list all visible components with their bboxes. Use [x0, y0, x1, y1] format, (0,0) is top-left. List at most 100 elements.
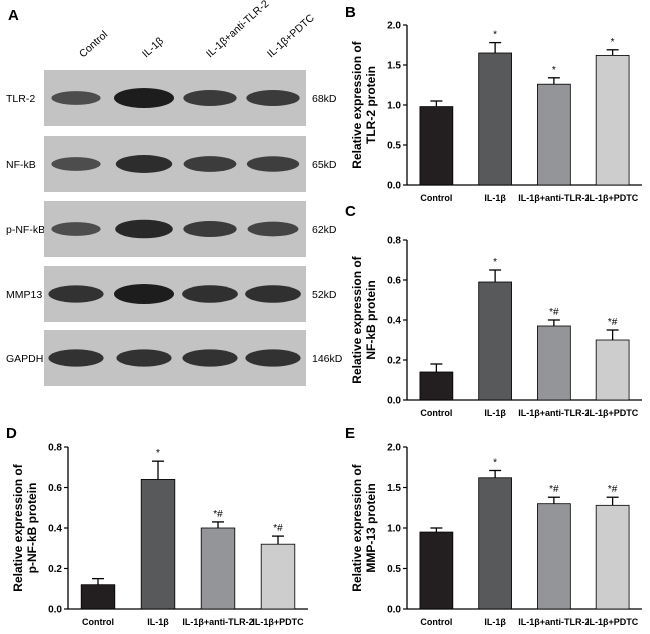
y-tick-label: 0.8	[48, 443, 62, 454]
protein-band	[246, 89, 300, 107]
x-tick-label: Control	[420, 408, 452, 418]
molecular-weight-label: 65kD	[312, 159, 337, 171]
x-tick-label: IL-1β	[147, 617, 169, 627]
significance-marker: *	[493, 257, 497, 268]
y-tick-label: 0.6	[48, 483, 62, 494]
y-axis-label-line: Relative expression of	[350, 255, 364, 383]
y-tick-label: 0.0	[387, 396, 401, 407]
x-tick-label: IL-1β	[484, 408, 506, 418]
bar	[140, 478, 176, 610]
bar	[595, 339, 630, 401]
blot-row: p-NF-kB 62kD	[6, 201, 337, 257]
y-axis-label-line: TLR-2 protein	[364, 66, 378, 144]
x-tick-label: IL-1β+PDTC	[252, 617, 304, 627]
protein-band	[114, 284, 174, 304]
bar	[80, 584, 116, 610]
protein-band	[246, 156, 300, 172]
lane-labels: Control IL-1β IL-1β+anti-TLR-2IL-1β+PDTC	[77, 0, 317, 60]
y-axis-label: Relative expression ofNF-kB protein	[350, 255, 378, 383]
y-axis-label-line: Relative expression of	[350, 40, 364, 168]
x-tick-label: IL-1β+anti-TLR-2	[518, 617, 589, 627]
bar	[537, 325, 571, 401]
x-tick-label: Control	[82, 617, 114, 627]
protein-band	[183, 156, 237, 172]
protein-band	[48, 285, 104, 303]
bar	[478, 52, 512, 186]
protein-label: p-NF-kB	[6, 224, 45, 236]
significance-marker: *#	[608, 317, 618, 328]
y-tick-label: 0.6	[387, 276, 401, 287]
x-tick-label: IL-1β+anti-TLR-2	[518, 408, 589, 418]
bar	[260, 543, 296, 610]
protein-label: NF-kB	[6, 159, 36, 171]
protein-band	[182, 285, 238, 303]
lane-label: IL-1β+PDTC	[265, 12, 317, 61]
y-axis-label-line: MMP-13 protein	[364, 483, 378, 572]
protein-band	[183, 89, 237, 107]
bar	[419, 531, 454, 610]
y-tick-label: 0.8	[387, 236, 401, 247]
molecular-weight-label: 62kD	[312, 224, 337, 236]
panel-a-letter: A	[8, 7, 19, 24]
y-tick-label: 0.5	[387, 141, 401, 152]
bar	[200, 527, 236, 610]
molecular-weight-label: 52kD	[312, 289, 337, 301]
y-tick-label: 1.0	[387, 524, 401, 535]
blot-row: NF-kB 65kD	[6, 136, 337, 192]
protein-band	[48, 349, 104, 367]
blot-row: GAPDH 146kD	[6, 330, 343, 386]
x-tick-label: Control	[420, 193, 452, 203]
protein-band	[183, 220, 237, 238]
x-tick-label: IL-1β+PDTC	[587, 193, 639, 203]
significance-marker: *#	[549, 307, 559, 318]
y-axis-label: Relative expression ofp-NF-kB protein	[11, 463, 39, 591]
panel-letter: E	[345, 425, 355, 442]
x-tick-label: IL-1β+PDTC	[587, 617, 639, 627]
x-tick-label: IL-1β+PDTC	[587, 408, 639, 418]
y-tick-label: 0.2	[387, 356, 401, 367]
protein-band	[51, 91, 101, 105]
y-axis-label-line: Relative expression of	[11, 463, 25, 591]
y-tick-label: 1.0	[387, 101, 401, 112]
panel-letter: D	[6, 425, 17, 442]
significance-marker: *#	[608, 484, 618, 495]
chart-panel-c: C Relative expression ofNF-kB protein 0.0 0…	[345, 203, 642, 418]
y-tick-label: 0.0	[387, 605, 401, 616]
y-tick-label: 2.0	[387, 443, 401, 454]
bar	[419, 371, 454, 401]
y-axis-label: Relative expression ofMMP-13 protein	[350, 463, 378, 591]
significance-marker: *	[493, 457, 497, 468]
lane-label: Control	[77, 29, 110, 61]
blot-rows: TLR-2 68kD NF-kB 65kD p-NF-kB 62kD MMP13 52kD GA…	[6, 70, 343, 386]
blot-row: TLR-2 68kD	[6, 70, 337, 126]
chart-panel-b: B Relative expression ofTLR-2 protein 0.0 0…	[345, 4, 642, 203]
y-axis-label: Relative expression ofTLR-2 protein	[350, 40, 378, 168]
x-tick-label: IL-1β	[484, 193, 506, 203]
molecular-weight-label: 146kD	[312, 353, 343, 365]
protein-band	[247, 221, 299, 237]
y-tick-label: 0.0	[387, 181, 401, 192]
protein-band	[114, 88, 174, 108]
y-axis-label-line: Relative expression of	[350, 463, 364, 591]
y-tick-label: 1.5	[387, 61, 401, 72]
molecular-weight-label: 68kD	[312, 93, 337, 105]
panel-letter: C	[345, 203, 356, 220]
chart-panel-d: D Relative expression ofp-NF-kB protein 0.…	[6, 425, 308, 627]
y-tick-label: 0.4	[387, 316, 401, 327]
x-tick-label: IL-1β+anti-TLR-2	[182, 617, 253, 627]
protein-band	[116, 349, 172, 367]
protein-band	[115, 155, 173, 173]
western-blot-panel: A Control IL-1β IL-1β+anti-TLR-2IL-1β+PDTC…	[6, 0, 343, 386]
y-axis-label-line: NF-kB protein	[364, 280, 378, 359]
x-tick-label: Control	[420, 617, 452, 627]
bar	[595, 504, 630, 610]
protein-label: TLR-2	[6, 93, 35, 105]
y-tick-label: 1.5	[387, 483, 401, 494]
protein-label: GAPDH	[6, 353, 43, 365]
bar	[419, 106, 454, 186]
y-tick-label: 0.2	[48, 564, 62, 575]
bar	[537, 83, 571, 186]
protein-band	[115, 219, 173, 239]
y-tick-label: 2.0	[387, 21, 401, 32]
